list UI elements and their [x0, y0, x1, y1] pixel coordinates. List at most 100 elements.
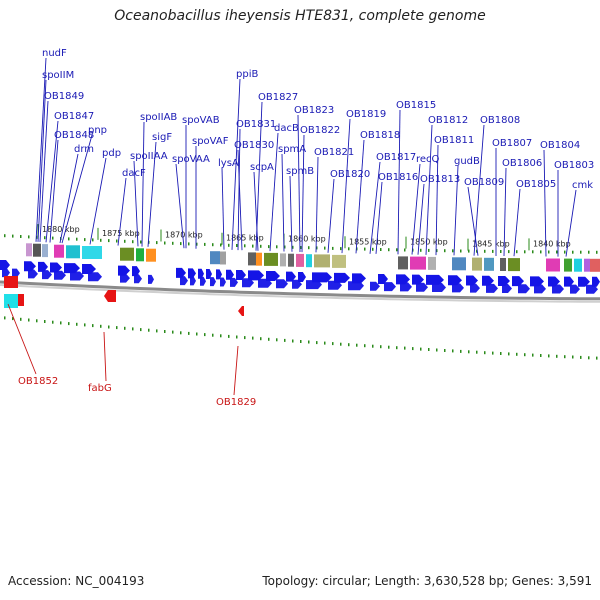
gene-label[interactable]: OB1805	[516, 179, 556, 190]
gene-label[interactable]: OB1823	[294, 105, 334, 116]
tick-mark	[396, 248, 398, 252]
gene-label[interactable]: OB1848	[54, 130, 94, 141]
leader-line	[297, 114, 301, 253]
gene-label[interactable]: spmB	[286, 166, 314, 177]
gene-label[interactable]: OB1817	[376, 152, 416, 163]
forward-gene-arrow	[570, 284, 580, 294]
tick-mark	[468, 249, 470, 253]
forward-gene-arrow	[412, 274, 424, 285]
gene-label[interactable]: OB1811	[434, 135, 474, 146]
gene-label[interactable]: OB1847	[54, 111, 94, 122]
accession-label: Accession: NC_004193	[8, 574, 145, 588]
gene-label[interactable]: OB1815	[396, 100, 436, 111]
gene-label[interactable]: OB1849	[44, 91, 84, 102]
forward-gene-arrow	[216, 269, 222, 280]
gene-label[interactable]: OB1822	[300, 125, 340, 136]
gene-label[interactable]: spmA	[278, 144, 306, 155]
tick-mark	[84, 323, 86, 327]
tick-mark	[460, 349, 462, 353]
forward-gene-arrow	[88, 272, 102, 282]
tick-mark	[428, 348, 430, 351]
gene-label[interactable]: OB1803	[554, 160, 594, 171]
tick-mark	[556, 250, 558, 254]
gene-label[interactable]: OB1818	[360, 130, 400, 141]
gene-label[interactable]: spoIIAA	[130, 151, 168, 162]
tick-mark	[468, 350, 470, 354]
gene-label[interactable]: scpA	[250, 162, 274, 173]
cog-block	[398, 256, 408, 270]
tick-mark	[564, 355, 566, 359]
gene-label[interactable]: spoIIM	[42, 70, 74, 81]
gene-label[interactable]: gudB	[454, 156, 480, 167]
gene-label[interactable]: OB1806	[502, 158, 542, 169]
forward-gene-arrow	[502, 284, 512, 294]
tick-mark	[532, 250, 534, 254]
leader-line	[397, 109, 401, 255]
gene-label[interactable]: fabG	[88, 383, 112, 394]
tick-mark	[348, 247, 350, 251]
tick-mark	[204, 333, 206, 337]
gene-label[interactable]: pdp	[102, 148, 121, 159]
leader-line	[411, 163, 421, 255]
leader-line	[375, 181, 383, 254]
cog-block	[4, 294, 18, 308]
tick-mark	[444, 249, 446, 253]
scale-label: 1875 kbp	[102, 229, 140, 238]
gene-label[interactable]: OB1830	[234, 140, 274, 151]
gene-label[interactable]: OB1804	[540, 140, 580, 151]
gene-label[interactable]: drm	[74, 144, 94, 155]
leader-line	[61, 134, 93, 244]
tick-mark	[172, 330, 174, 334]
forward-gene-arrow	[2, 268, 10, 278]
gene-label[interactable]: spoVAA	[172, 154, 210, 165]
gene-label[interactable]: cmk	[572, 180, 593, 191]
gene-label[interactable]: pnp	[88, 125, 107, 136]
gene-label[interactable]: OB1808	[480, 115, 520, 126]
gene-label[interactable]: OB1821	[314, 147, 354, 158]
tick-mark	[548, 250, 550, 254]
tick-mark	[140, 328, 142, 332]
tick-mark	[92, 324, 94, 328]
forward-gene-arrow	[24, 261, 36, 272]
gene-label[interactable]: lysA	[218, 158, 239, 169]
leader-line	[453, 165, 459, 256]
gene-label[interactable]: nudF	[42, 48, 67, 59]
tick-mark	[196, 242, 198, 246]
tick-mark	[44, 236, 46, 240]
tick-mark	[28, 318, 30, 322]
tick-mark	[84, 238, 86, 242]
gene-label[interactable]: OB1820	[330, 169, 370, 180]
gene-label[interactable]: recQ	[416, 154, 440, 165]
tick-mark	[380, 345, 382, 349]
forward-gene-arrow	[180, 276, 188, 286]
gene-label[interactable]: ppiB	[236, 69, 258, 80]
cog-block	[564, 258, 572, 272]
gene-label[interactable]: OB1809	[464, 177, 504, 188]
gene-label[interactable]: OB1813	[420, 174, 460, 185]
gene-label[interactable]: OB1852	[18, 376, 58, 387]
gene-label[interactable]: dacB	[274, 123, 299, 134]
forward-gene-arrow	[210, 277, 216, 287]
scale-label: 1880 kbp	[42, 225, 80, 234]
gene-label[interactable]: OB1807	[492, 138, 532, 149]
gene-label[interactable]: spoIIAB	[140, 112, 177, 123]
forward-gene-arrow	[248, 270, 264, 281]
forward-gene-arrow	[486, 283, 498, 293]
gene-label[interactable]: OB1812	[428, 115, 468, 126]
gene-label[interactable]: sigF	[152, 132, 172, 143]
gene-label[interactable]: OB1831	[236, 119, 276, 130]
forward-gene-arrow	[190, 276, 196, 286]
tick-mark	[52, 236, 54, 240]
leader-line	[301, 134, 305, 253]
gene-label[interactable]: spoVAF	[192, 136, 229, 147]
gene-label[interactable]: OB1827	[258, 92, 298, 103]
scale-label: 1845 kbp	[472, 240, 510, 249]
tick-mark	[404, 346, 406, 350]
gene-label[interactable]: dacF	[122, 168, 146, 179]
gene-label[interactable]: spoVAB	[182, 115, 220, 126]
gene-label[interactable]: OB1816	[378, 172, 418, 183]
gene-label[interactable]: OB1819	[346, 109, 386, 120]
gene-label[interactable]: OB1829	[216, 397, 256, 408]
tick-mark	[556, 354, 558, 358]
leader-line	[175, 163, 185, 249]
